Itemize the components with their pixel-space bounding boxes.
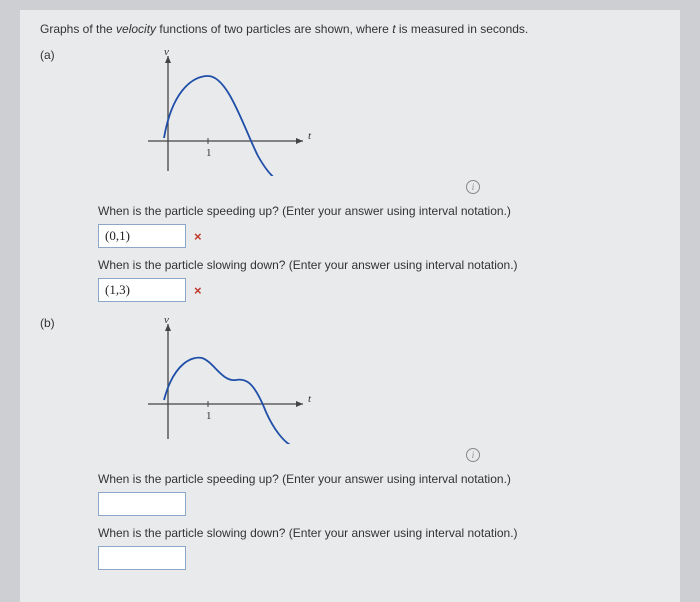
velocity-chart-a: 1 t v	[118, 46, 660, 179]
info-icon[interactable]: i	[466, 180, 480, 194]
chart-a-svg: 1 t v	[118, 46, 318, 176]
chart-a-curve	[164, 76, 290, 176]
wrong-icon: ×	[194, 283, 202, 298]
intro-text: Graphs of the velocity functions of two …	[40, 22, 660, 36]
question-b2: When is the particle slowing down? (Ente…	[98, 526, 660, 540]
intro-mid: functions of two particles are shown, wh…	[156, 22, 392, 36]
answer-input-b1[interactable]	[98, 492, 186, 516]
chart-b-curve	[164, 358, 292, 444]
info-icon[interactable]: i	[466, 448, 480, 462]
answer-row-b2	[98, 546, 660, 570]
svg-text:1: 1	[206, 147, 212, 159]
answer-row-a2: (1,3) ×	[98, 278, 660, 302]
answer-input-a1[interactable]: (0,1)	[98, 224, 186, 248]
answer-input-a2[interactable]: (1,3)	[98, 278, 186, 302]
question-b1: When is the particle speeding up? (Enter…	[98, 472, 660, 486]
problem-page: Graphs of the velocity functions of two …	[20, 10, 680, 602]
part-a: (a) 1 t v	[40, 46, 660, 310]
part-b: (b) 1 t v i When is the particle spe	[40, 314, 660, 578]
part-b-body: 1 t v i When is the particle speeding up…	[98, 314, 660, 578]
question-a1: When is the particle speeding up? (Enter…	[98, 204, 660, 218]
info-row-a: i	[98, 179, 660, 194]
chart-a-xlabel: t	[308, 130, 312, 142]
answer-row-a1: (0,1) ×	[98, 224, 660, 248]
part-a-body: 1 t v i When is the particle speeding up…	[98, 46, 660, 310]
info-row-b: i	[98, 447, 660, 462]
part-b-label: (b)	[40, 314, 90, 578]
intro-post: is measured in seconds.	[396, 22, 529, 36]
intro-pre: Graphs of the	[40, 22, 116, 36]
velocity-chart-b: 1 t v	[118, 314, 660, 447]
chart-b-svg: 1 t v	[118, 314, 318, 444]
chart-b-ylabel: v	[164, 314, 169, 326]
wrong-icon: ×	[194, 229, 202, 244]
part-a-label: (a)	[40, 46, 90, 310]
answer-input-b2[interactable]	[98, 546, 186, 570]
answer-row-b1	[98, 492, 660, 516]
chart-a-ylabel: v	[164, 46, 169, 58]
intro-em: velocity	[116, 22, 156, 36]
question-a2: When is the particle slowing down? (Ente…	[98, 258, 660, 272]
svg-text:1: 1	[206, 410, 212, 422]
chart-b-xlabel: t	[308, 393, 312, 405]
